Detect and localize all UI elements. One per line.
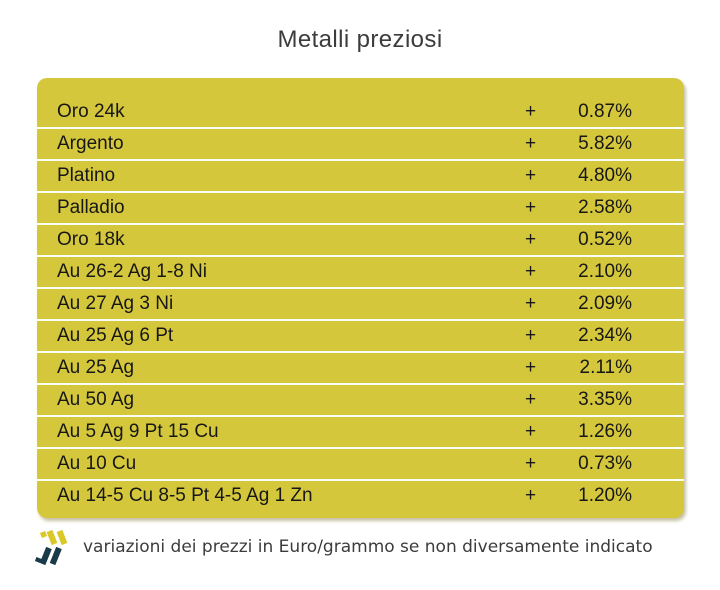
change-value: 2.09% (578, 293, 632, 314)
table-row: Au 25 Ag 6 Pt + 2.34% (37, 319, 684, 351)
change-value: 0.73% (578, 453, 632, 474)
table-row: Au 50 Ag + 3.35% (37, 383, 684, 415)
change-sign: + (525, 453, 537, 474)
metal-name: Platino (57, 165, 116, 186)
change-sign: + (525, 165, 537, 186)
table-row: Au 10 Cu + 0.73% (37, 447, 684, 479)
metal-name: Oro 24k (57, 101, 125, 122)
change-value: 2.11% (579, 357, 632, 378)
change-sign: + (525, 101, 537, 122)
change-value: 1.26% (578, 421, 632, 442)
change-sign: + (525, 389, 537, 410)
change-sign: + (525, 261, 537, 282)
change-value: 2.10% (578, 261, 632, 282)
change-sign: + (525, 421, 537, 442)
change-sign: + (525, 485, 537, 506)
table-row: Oro 24k + 0.87% (37, 97, 684, 127)
metal-name: Au 14-5 Cu 8-5 Pt 4-5 Ag 1 Zn (57, 485, 313, 506)
metals-price-table: Oro 24k + 0.87% Argento + 5.82% Platino … (37, 78, 684, 518)
metal-name: Palladio (57, 197, 125, 218)
table-row: Au 25 Ag + 2.11% (37, 351, 684, 383)
metal-name: Au 27 Ag 3 Ni (57, 293, 174, 314)
change-sign: + (525, 229, 537, 250)
metal-name: Au 25 Ag (57, 357, 135, 378)
table-row: Argento + 5.82% (37, 127, 684, 159)
change-value: 2.34% (578, 325, 632, 346)
footer: variazioni dei prezzi in Euro/grammo se … (33, 527, 653, 567)
page-title: Metalli preziosi (277, 26, 443, 53)
metal-name: Oro 18k (57, 229, 125, 250)
change-value: 5.82% (578, 133, 632, 154)
metal-name: Au 26-2 Ag 1-8 Ni (57, 261, 207, 282)
table-row: Au 14-5 Cu 8-5 Pt 4-5 Ag 1 Zn + 1.20% (37, 479, 684, 511)
change-value: 1.20% (578, 485, 632, 506)
table-row: Au 27 Ag 3 Ni + 2.09% (37, 287, 684, 319)
change-sign: + (525, 293, 537, 314)
metal-name: Au 50 Ag (57, 389, 135, 410)
change-value: 0.87% (578, 101, 632, 122)
change-value: 3.35% (578, 389, 632, 410)
change-sign: + (525, 197, 537, 218)
double-chevron-stripes-icon (34, 529, 68, 566)
table-row: Au 26-2 Ag 1-8 Ni + 2.10% (37, 255, 684, 287)
change-value: 4.80% (578, 165, 632, 186)
change-sign: + (525, 133, 537, 154)
metal-name: Au 5 Ag 9 Pt 15 Cu (57, 421, 219, 442)
change-value: 0.52% (578, 229, 632, 250)
change-sign: + (525, 357, 537, 378)
change-sign: + (525, 325, 537, 346)
table-row: Platino + 4.80% (37, 159, 684, 191)
metal-name: Au 25 Ag 6 Pt (57, 325, 174, 346)
table-row: Au 5 Ag 9 Pt 15 Cu + 1.26% (37, 415, 684, 447)
metal-name: Argento (57, 133, 124, 154)
footer-note: variazioni dei prezzi in Euro/grammo se … (83, 537, 653, 557)
table-row: Palladio + 2.58% (37, 191, 684, 223)
table-row: Oro 18k + 0.52% (37, 223, 684, 255)
metal-name: Au 10 Cu (57, 453, 137, 474)
change-value: 2.58% (578, 197, 632, 218)
